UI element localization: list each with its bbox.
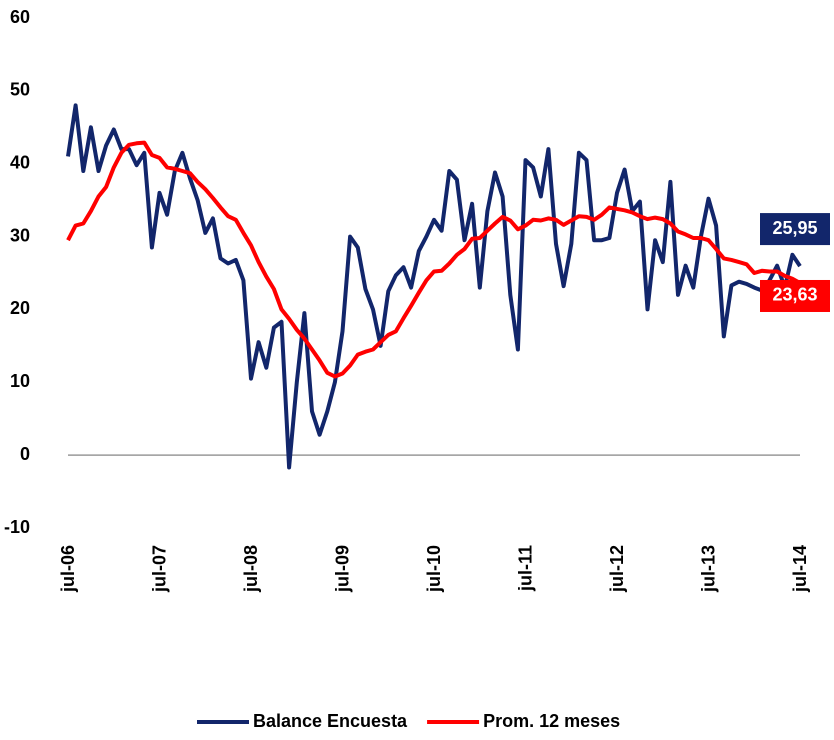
legend-label: Balance Encuesta: [253, 711, 408, 731]
y-tick-label: 20: [10, 298, 30, 318]
line-series: [66, 140, 801, 379]
x-tick-label: jul-09: [333, 545, 353, 593]
y-tick-label: -10: [4, 517, 30, 537]
x-tick-label: jul-08: [241, 545, 261, 593]
value-label: 25,95: [772, 218, 817, 238]
y-tick-label: 60: [10, 7, 30, 27]
value-label-box: [760, 279, 830, 312]
x-tick-label: jul-13: [699, 545, 719, 593]
value-label-box: [760, 213, 830, 246]
x-tick-label: jul-10: [424, 545, 444, 593]
x-tick-label: jul-11: [516, 545, 536, 592]
legend-label: Prom. 12 meses: [483, 711, 620, 731]
line-series: [66, 103, 802, 470]
y-tick-label: 50: [10, 80, 30, 100]
x-tick-label: jul-07: [150, 545, 170, 593]
y-tick-label: 10: [10, 371, 30, 391]
x-tick-label: jul-06: [58, 545, 78, 593]
y-tick-label: 0: [20, 444, 30, 464]
legend: Balance Encuesta Prom. 12 meses: [197, 711, 620, 731]
y-tick-label: 30: [10, 225, 30, 245]
y-tick-label: 40: [10, 152, 30, 172]
x-tick-label: jul-14: [790, 545, 810, 593]
x-tick-label: jul-12: [607, 545, 627, 593]
value-label: 23,63: [772, 285, 817, 305]
